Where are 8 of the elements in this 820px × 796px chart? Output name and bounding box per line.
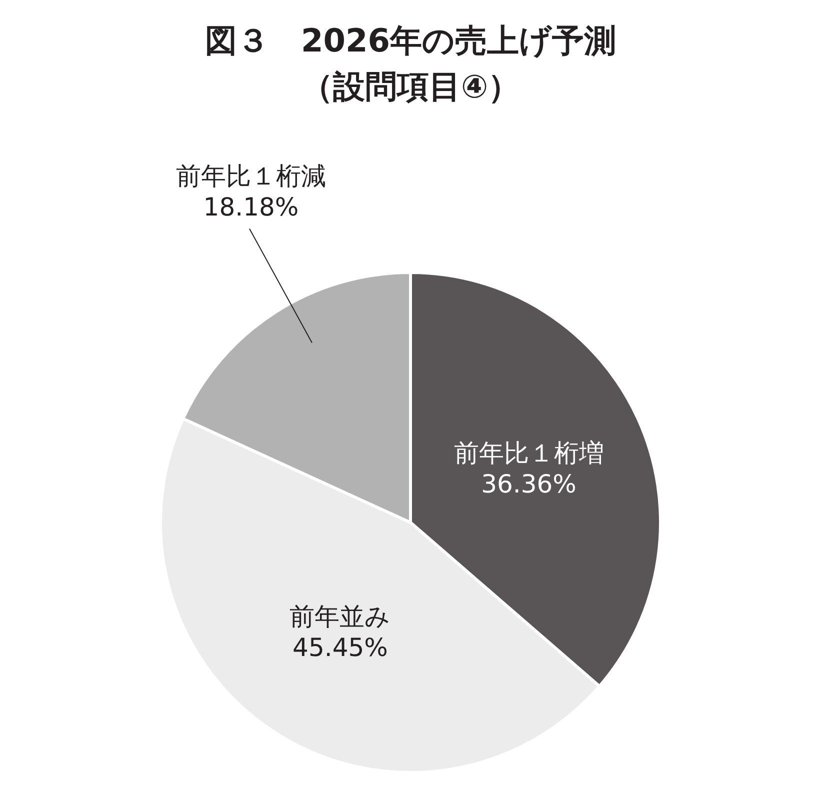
slice-label: 前年並み: [290, 602, 391, 631]
chart-subtitle: （設問項目④）: [300, 68, 520, 106]
data-label: 18.18%: [203, 192, 299, 222]
slice-label: 前年比１桁減: [176, 161, 326, 190]
data-label: 36.36%: [481, 469, 576, 498]
chart-title: 図３ 2026年の売上げ予測: [204, 22, 616, 60]
slice-label: 前年比１桁増: [454, 438, 604, 468]
data-label: 45.45%: [292, 632, 388, 662]
